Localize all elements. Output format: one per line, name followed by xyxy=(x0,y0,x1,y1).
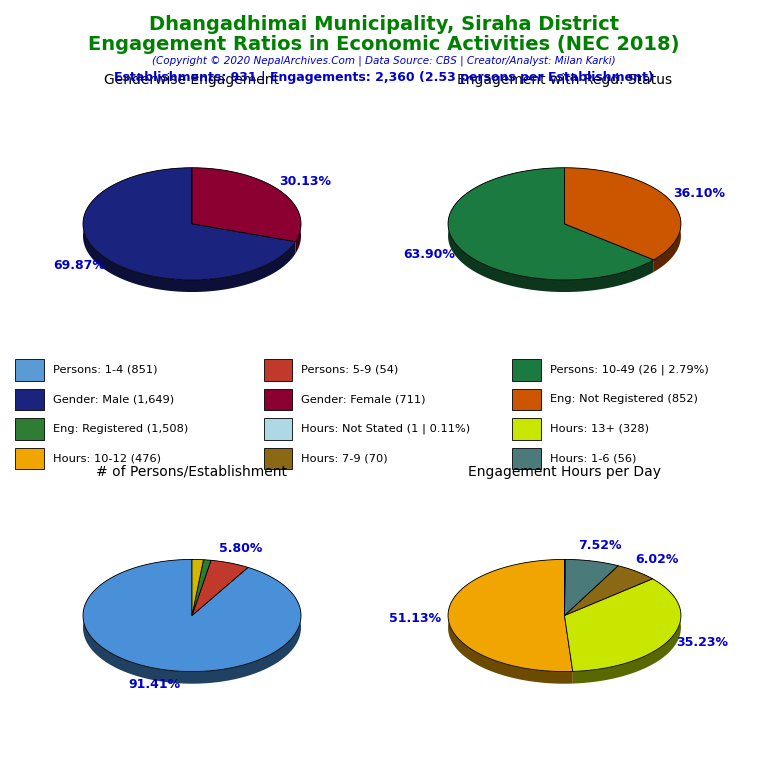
Text: 69.87%: 69.87% xyxy=(53,260,104,273)
Polygon shape xyxy=(192,560,211,615)
Text: Hours: 13+ (328): Hours: 13+ (328) xyxy=(550,424,649,434)
Polygon shape xyxy=(83,167,296,280)
Text: Gender: Male (1,649): Gender: Male (1,649) xyxy=(53,394,174,405)
Polygon shape xyxy=(573,579,681,684)
Text: 51.13%: 51.13% xyxy=(389,611,442,624)
Bar xyxy=(263,418,292,439)
Text: 35.23%: 35.23% xyxy=(676,637,728,650)
Polygon shape xyxy=(192,559,204,572)
Bar xyxy=(512,418,541,439)
Text: Eng: Not Registered (852): Eng: Not Registered (852) xyxy=(550,394,697,405)
Polygon shape xyxy=(618,566,653,591)
Text: Establishments: 931 | Engagements: 2,360 (2.53 persons per Establishment): Establishments: 931 | Engagements: 2,360… xyxy=(114,71,654,84)
Bar xyxy=(263,389,292,410)
Polygon shape xyxy=(564,167,681,260)
Polygon shape xyxy=(565,559,618,578)
Text: 6.02%: 6.02% xyxy=(635,553,678,566)
Polygon shape xyxy=(448,167,654,292)
Bar xyxy=(15,389,44,410)
Text: Gender: Female (711): Gender: Female (711) xyxy=(301,394,425,405)
Text: 63.90%: 63.90% xyxy=(403,247,455,260)
Polygon shape xyxy=(192,167,301,253)
Polygon shape xyxy=(192,561,248,615)
Bar xyxy=(512,448,541,469)
Polygon shape xyxy=(83,559,301,671)
Text: Hours: 7-9 (70): Hours: 7-9 (70) xyxy=(301,453,388,464)
Text: Dhangadhimai Municipality, Siraha District: Dhangadhimai Municipality, Siraha Distri… xyxy=(149,15,619,35)
Text: Eng: Registered (1,508): Eng: Registered (1,508) xyxy=(53,424,188,434)
Text: Persons: 1-4 (851): Persons: 1-4 (851) xyxy=(53,365,157,375)
Polygon shape xyxy=(448,559,573,684)
Text: Persons: 10-49 (26 | 2.79%): Persons: 10-49 (26 | 2.79%) xyxy=(550,365,708,375)
Polygon shape xyxy=(211,561,248,580)
Text: 36.10%: 36.10% xyxy=(674,187,726,200)
Text: (Copyright © 2020 NepalArchives.Com | Data Source: CBS | Creator/Analyst: Milan : (Copyright © 2020 NepalArchives.Com | Da… xyxy=(152,55,616,66)
Polygon shape xyxy=(448,559,573,671)
Title: Engagement Hours per Day: Engagement Hours per Day xyxy=(468,465,661,478)
Polygon shape xyxy=(83,167,296,292)
Polygon shape xyxy=(564,559,618,615)
Polygon shape xyxy=(564,167,681,272)
Text: 5.80%: 5.80% xyxy=(219,541,263,554)
Title: Engagement with Regd. Status: Engagement with Regd. Status xyxy=(457,73,672,87)
Text: 91.41%: 91.41% xyxy=(129,678,181,691)
Text: 30.13%: 30.13% xyxy=(280,175,331,188)
Bar xyxy=(15,418,44,439)
Bar xyxy=(15,359,44,381)
Polygon shape xyxy=(83,559,301,684)
Bar xyxy=(263,359,292,381)
Bar xyxy=(15,448,44,469)
Polygon shape xyxy=(192,167,301,242)
Bar xyxy=(512,389,541,410)
Text: Persons: 5-9 (54): Persons: 5-9 (54) xyxy=(301,365,399,375)
Text: 7.52%: 7.52% xyxy=(578,539,622,552)
Polygon shape xyxy=(448,167,654,280)
Text: Hours: Not Stated (1 | 0.11%): Hours: Not Stated (1 | 0.11%) xyxy=(301,424,470,434)
Polygon shape xyxy=(564,566,653,615)
Polygon shape xyxy=(564,579,681,671)
Polygon shape xyxy=(192,559,204,615)
Title: Genderwise Engagement: Genderwise Engagement xyxy=(104,73,280,87)
Polygon shape xyxy=(204,560,211,572)
Bar xyxy=(263,448,292,469)
Bar xyxy=(512,359,541,381)
Text: Hours: 10-12 (476): Hours: 10-12 (476) xyxy=(53,453,161,464)
Text: Engagement Ratios in Economic Activities (NEC 2018): Engagement Ratios in Economic Activities… xyxy=(88,35,680,54)
Title: # of Persons/Establishment: # of Persons/Establishment xyxy=(97,465,287,478)
Text: Hours: 1-6 (56): Hours: 1-6 (56) xyxy=(550,453,636,464)
